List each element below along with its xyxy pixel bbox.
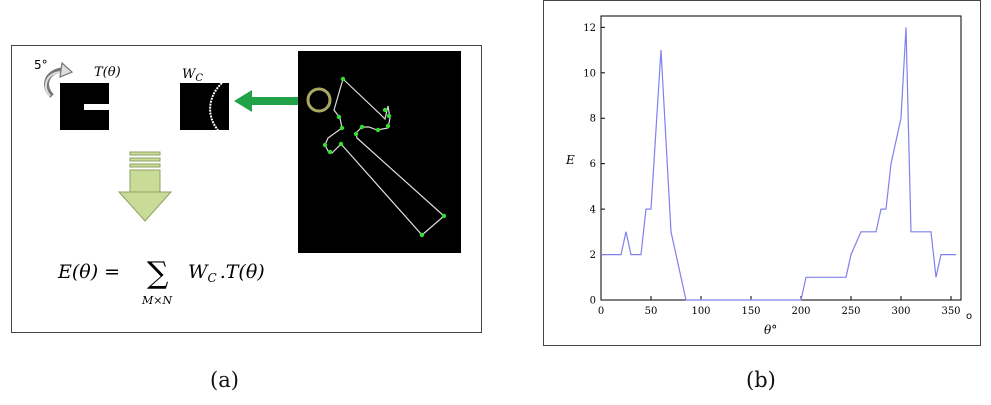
x-tick-label: 250 xyxy=(841,306,860,317)
x-tick-label: 300 xyxy=(891,306,910,317)
y-tick-label: 6 xyxy=(590,159,596,170)
equation-w-sub: C xyxy=(208,271,217,285)
x-tick-label: 100 xyxy=(691,306,710,317)
window-label: W xyxy=(182,67,197,82)
equation-tail: .T(θ) xyxy=(220,261,265,283)
series-line xyxy=(601,27,956,301)
contour-image xyxy=(298,51,461,253)
y-tick-label: 4 xyxy=(590,205,596,216)
x-axis-label: θ° xyxy=(764,323,777,337)
svg-text:WC.T(θ): WC .T(θ) xyxy=(188,261,265,285)
contour-points xyxy=(322,76,447,238)
rotation-step-label: 5° xyxy=(34,58,48,72)
x-tick-label: 200 xyxy=(791,306,810,317)
x-tick-label: 50 xyxy=(645,306,658,317)
x-tick-label: 0 xyxy=(598,306,604,317)
line-chart: 0 50 100 150 200 250 300 350 0 2 4 6 8 10 12 E θ° o xyxy=(565,15,972,337)
y-tick-label: 10 xyxy=(583,68,596,79)
y-tick-label: 8 xyxy=(590,114,596,125)
panel-a-diagram: 5° T(θ) WC xyxy=(34,51,461,307)
highlight-circle xyxy=(306,87,332,113)
equation-sum-symbol: ∑ xyxy=(147,256,169,291)
x-tick-label: 350 xyxy=(941,306,960,317)
template-bar xyxy=(84,104,109,110)
y-tick-label: 2 xyxy=(590,250,596,261)
corner-mark: o xyxy=(966,311,972,322)
window-label-sub: C xyxy=(195,73,203,84)
equation-lhs: E(θ) = xyxy=(57,261,120,283)
x-tick-label: 150 xyxy=(741,306,760,317)
template-label: T(θ) xyxy=(94,65,121,80)
panel-a: 5° T(θ) WC xyxy=(11,45,482,333)
panel-b: 0 50 100 150 200 250 300 350 0 2 4 6 8 10 12 E θ° o xyxy=(543,0,981,346)
down-arrow-icon xyxy=(117,151,173,222)
window-image xyxy=(180,83,229,130)
green-arrow-icon xyxy=(234,90,302,112)
svg-text:WC: WC xyxy=(182,67,203,84)
caption-a: (a) xyxy=(210,368,239,392)
equation-sum-under: M×N xyxy=(141,294,172,307)
y-tick-label: 0 xyxy=(590,296,596,307)
rotate-arrow-icon xyxy=(44,61,74,98)
y-axis-label: E xyxy=(565,153,575,167)
y-tick-label: 12 xyxy=(583,23,596,34)
window-edge xyxy=(209,82,223,131)
equation-w: W xyxy=(188,261,209,283)
contour-outline xyxy=(324,78,445,236)
caption-b: (b) xyxy=(746,368,776,392)
